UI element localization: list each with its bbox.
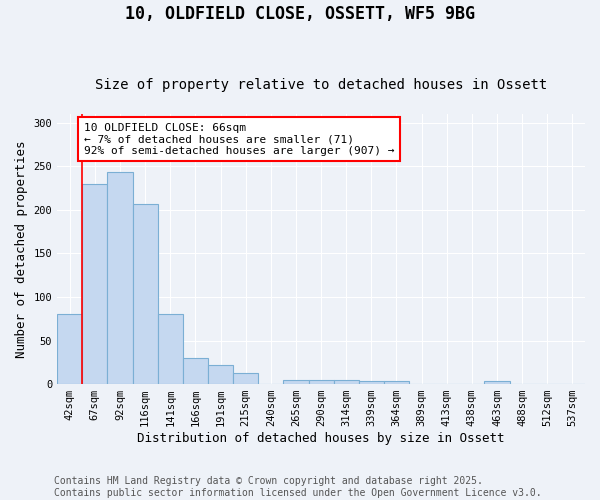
Bar [107, 172, 133, 384]
X-axis label: Distribution of detached houses by size in Ossett: Distribution of detached houses by size … [137, 432, 505, 445]
Bar [82, 184, 107, 384]
Bar [283, 380, 308, 384]
Bar [233, 373, 258, 384]
Title: Size of property relative to detached houses in Ossett: Size of property relative to detached ho… [95, 78, 547, 92]
Bar [359, 382, 384, 384]
Text: 10, OLDFIELD CLOSE, OSSETT, WF5 9BG: 10, OLDFIELD CLOSE, OSSETT, WF5 9BG [125, 5, 475, 23]
Bar [334, 380, 359, 384]
Text: Contains HM Land Registry data © Crown copyright and database right 2025.
Contai: Contains HM Land Registry data © Crown c… [54, 476, 542, 498]
Bar [158, 314, 183, 384]
Bar [208, 365, 233, 384]
Bar [384, 382, 409, 384]
Bar [308, 380, 334, 384]
Bar [133, 204, 158, 384]
Bar [183, 358, 208, 384]
Y-axis label: Number of detached properties: Number of detached properties [15, 140, 28, 358]
Bar [57, 314, 82, 384]
Bar [484, 382, 509, 384]
Text: 10 OLDFIELD CLOSE: 66sqm
← 7% of detached houses are smaller (71)
92% of semi-de: 10 OLDFIELD CLOSE: 66sqm ← 7% of detache… [83, 122, 394, 156]
